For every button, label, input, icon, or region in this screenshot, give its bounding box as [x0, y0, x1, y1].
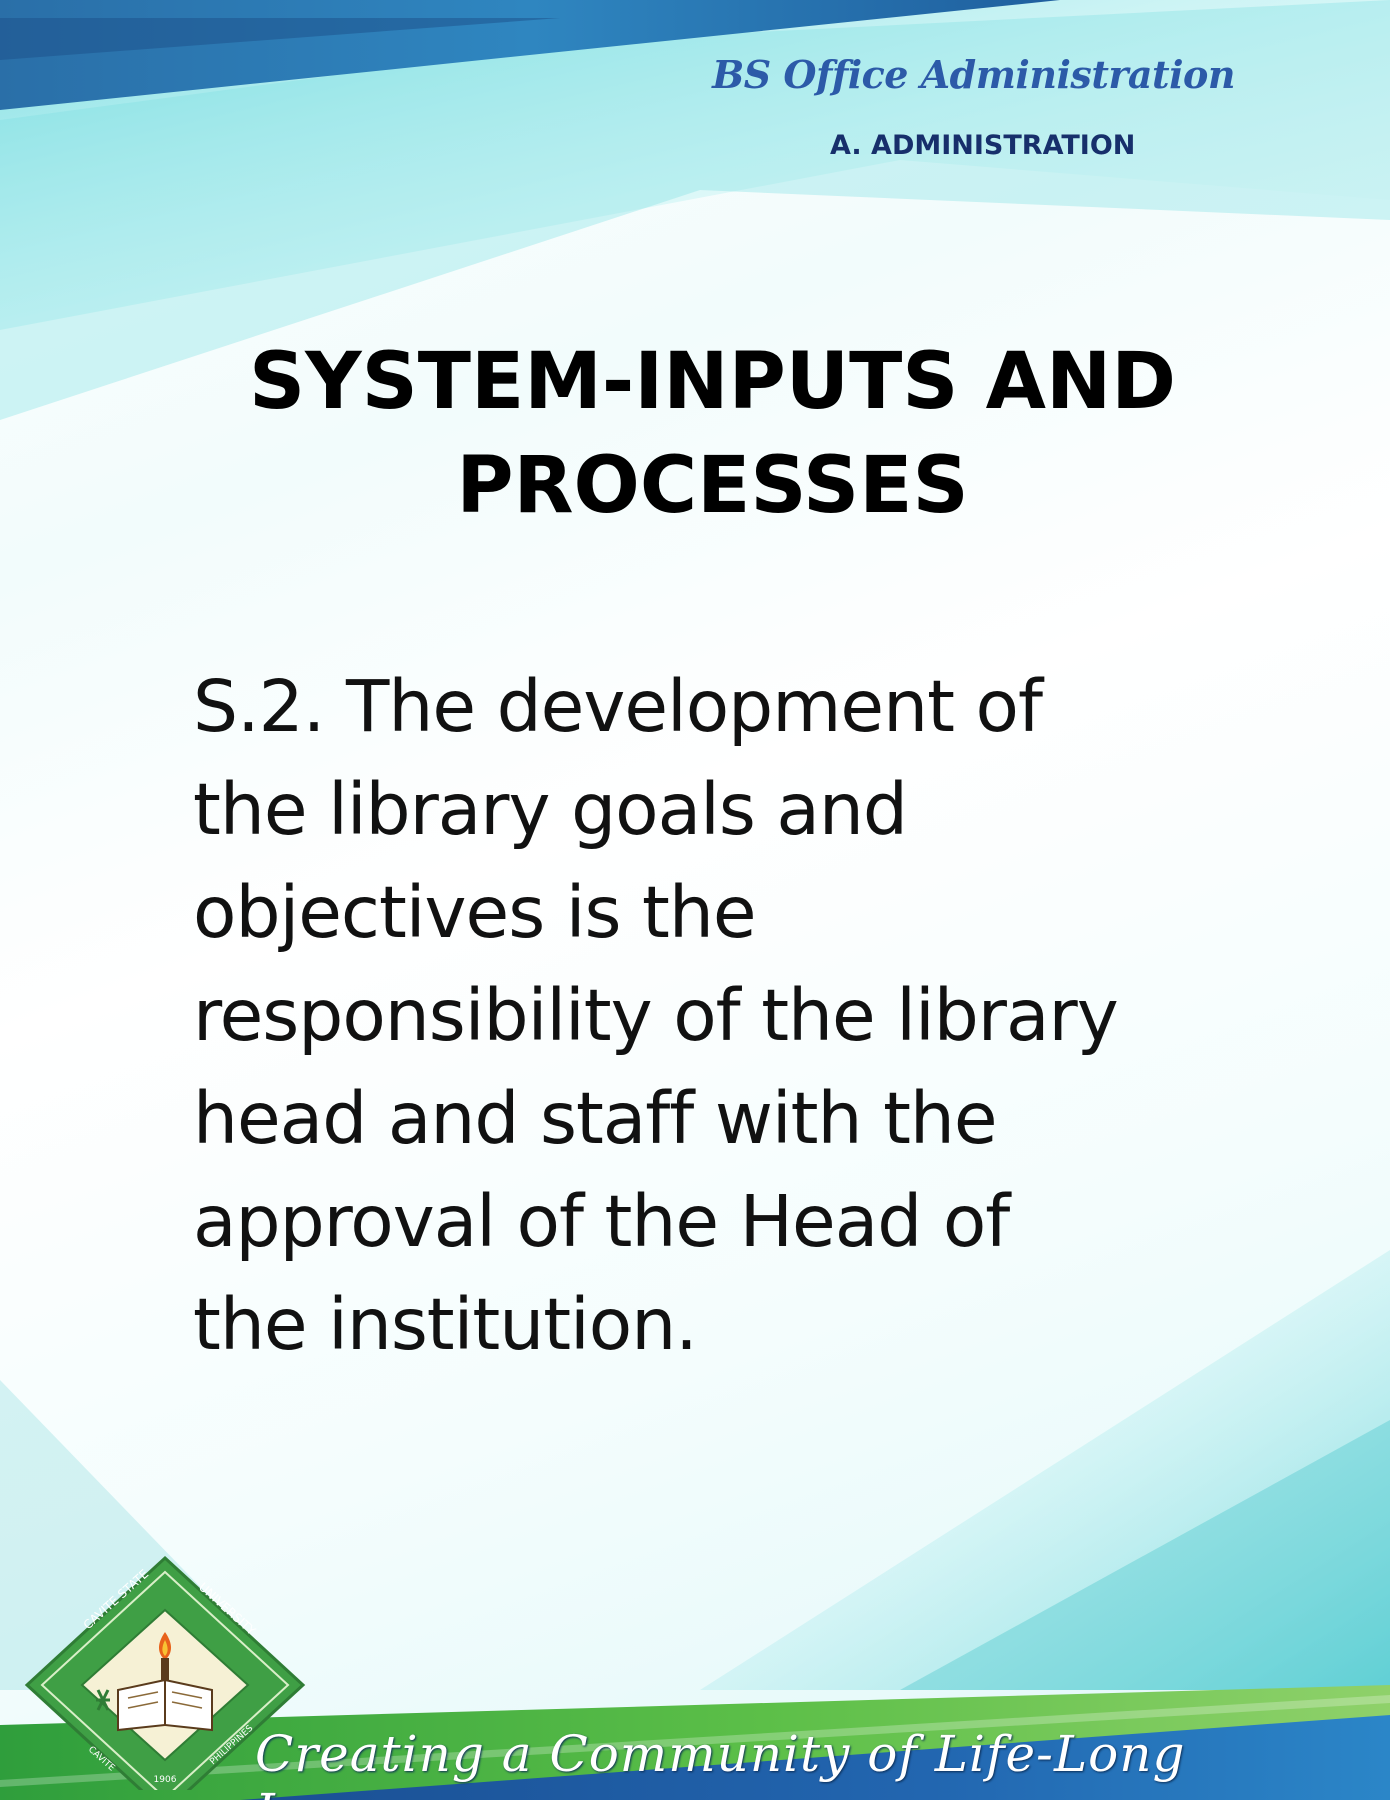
body-line: approval of the Head of	[193, 1180, 1010, 1263]
footer-banner	[0, 1685, 1390, 1800]
slide-title: SYSTEM-INPUTS AND PROCESSES	[95, 330, 1330, 538]
body-line: objectives is the	[193, 871, 757, 954]
slide-body: S.2. The development of the library goal…	[193, 655, 1273, 1376]
title-line: SYSTEM-INPUTS AND	[248, 337, 1177, 427]
body-line: head and staff with the	[193, 1077, 998, 1160]
university-seal-logo: CAVITE STATE UNIVERSITY CAVITE PHILIPPIN…	[24, 1555, 306, 1790]
title-line: PROCESSES	[456, 441, 969, 531]
program-name: BS Office Administration	[712, 52, 1235, 97]
body-line: the institution.	[193, 1283, 698, 1366]
section-label: A. ADMINISTRATION	[830, 130, 1136, 161]
svg-text:1906: 1906	[154, 1775, 177, 1785]
body-line: S.2. The development of	[193, 665, 1043, 748]
body-line: responsibility of the library	[193, 974, 1119, 1057]
footer-tagline: Creating a Community of Life-Long Learne…	[255, 1725, 1186, 1800]
body-line: the library goals and	[193, 768, 908, 851]
